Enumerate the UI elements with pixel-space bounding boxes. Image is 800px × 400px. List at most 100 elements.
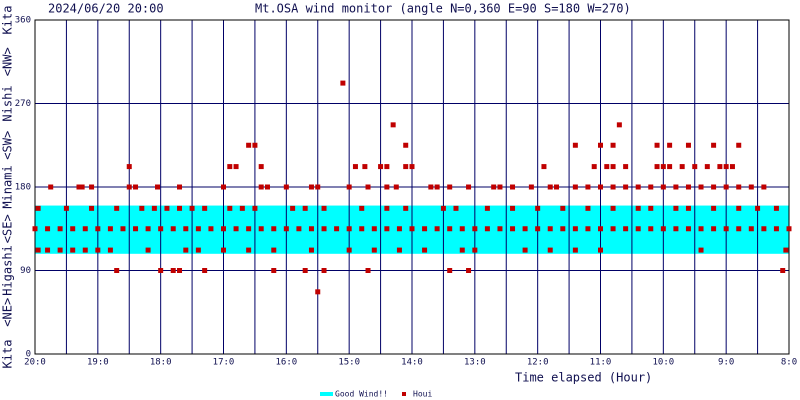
data-point <box>723 164 729 170</box>
data-point <box>271 247 277 253</box>
data-point <box>114 268 120 273</box>
data-point <box>126 164 132 170</box>
data-point <box>302 205 308 211</box>
data-point <box>63 205 69 211</box>
data-point <box>151 205 157 211</box>
data-point <box>246 226 252 232</box>
data-point <box>786 226 792 232</box>
direction-label: <SE> <box>1 214 15 243</box>
data-point <box>233 226 239 232</box>
data-point <box>95 247 101 253</box>
data-point <box>466 184 472 190</box>
data-point <box>667 142 673 148</box>
data-point <box>466 268 472 273</box>
data-point <box>497 184 503 190</box>
data-point <box>145 247 151 253</box>
data-point <box>378 164 384 170</box>
data-point <box>264 184 270 190</box>
data-point <box>484 226 490 232</box>
data-point <box>598 142 603 148</box>
x-axis-title: Time elapsed (Hour) <box>515 371 652 385</box>
data-point <box>591 164 597 170</box>
data-point <box>610 164 616 170</box>
data-point <box>95 226 101 232</box>
data-point <box>189 205 195 211</box>
data-point <box>635 184 641 190</box>
legend-label: Houi <box>413 390 432 399</box>
data-point <box>221 226 226 232</box>
data-point <box>321 268 327 273</box>
data-point <box>491 184 497 190</box>
data-point <box>648 184 654 190</box>
data-point <box>623 164 629 170</box>
y-tick-label: 360 <box>15 16 31 26</box>
y-tick-label: 0 <box>26 350 31 360</box>
data-point <box>359 226 365 232</box>
plot-border <box>34 19 790 355</box>
data-point <box>365 268 371 273</box>
data-point <box>585 205 591 211</box>
legend-swatch <box>402 392 406 396</box>
data-point <box>227 205 233 211</box>
data-point <box>780 268 786 273</box>
data-point <box>227 164 233 170</box>
data-point <box>447 268 453 273</box>
data-point <box>346 247 352 253</box>
data-point <box>685 205 691 211</box>
data-point <box>685 142 691 148</box>
data-point <box>126 184 132 190</box>
direction-label: Nishi <box>1 85 15 121</box>
direction-label: <SW> <box>1 131 15 160</box>
data-point <box>164 205 170 211</box>
data-point <box>252 142 258 148</box>
data-point <box>560 226 566 232</box>
data-point <box>246 142 252 148</box>
data-point <box>459 247 465 253</box>
data-point <box>736 184 742 190</box>
data-point <box>459 226 465 232</box>
data-point <box>145 226 151 232</box>
data-point <box>208 226 214 232</box>
data-point <box>598 247 603 253</box>
y-tick-label: 90 <box>20 266 31 276</box>
data-point <box>396 247 402 253</box>
x-tick-label: 13:0 <box>464 358 486 368</box>
data-point <box>572 247 578 253</box>
data-point <box>390 122 396 128</box>
data-point <box>698 247 704 253</box>
data-point <box>177 205 183 211</box>
data-point <box>89 205 95 211</box>
data-point <box>572 142 578 148</box>
data-point <box>660 226 666 232</box>
data-point <box>522 226 528 232</box>
data-point <box>729 164 735 170</box>
data-point <box>440 205 446 211</box>
data-point <box>510 205 516 211</box>
direction-label: Higashi <box>1 245 15 296</box>
data-point <box>472 247 478 253</box>
data-point <box>560 205 566 211</box>
data-point <box>133 184 139 190</box>
data-point <box>35 205 41 211</box>
data-point <box>321 205 327 211</box>
data-point <box>89 184 95 190</box>
x-tick-label: 18:0 <box>150 358 172 368</box>
data-point <box>334 226 340 232</box>
data-point <box>403 205 409 211</box>
data-point <box>57 247 63 253</box>
direction-label: Minami <box>1 165 15 208</box>
data-point <box>365 184 371 190</box>
data-point <box>717 164 723 170</box>
data-point <box>572 226 578 232</box>
x-tick-label: 16:0 <box>275 358 297 368</box>
data-point <box>57 226 63 232</box>
data-point <box>221 184 226 190</box>
data-point <box>711 205 717 211</box>
data-point <box>623 226 629 232</box>
data-point <box>773 205 779 211</box>
data-point <box>202 205 208 211</box>
data-point <box>403 142 409 148</box>
data-point <box>258 184 264 190</box>
data-point <box>585 226 591 232</box>
data-point <box>133 226 139 232</box>
